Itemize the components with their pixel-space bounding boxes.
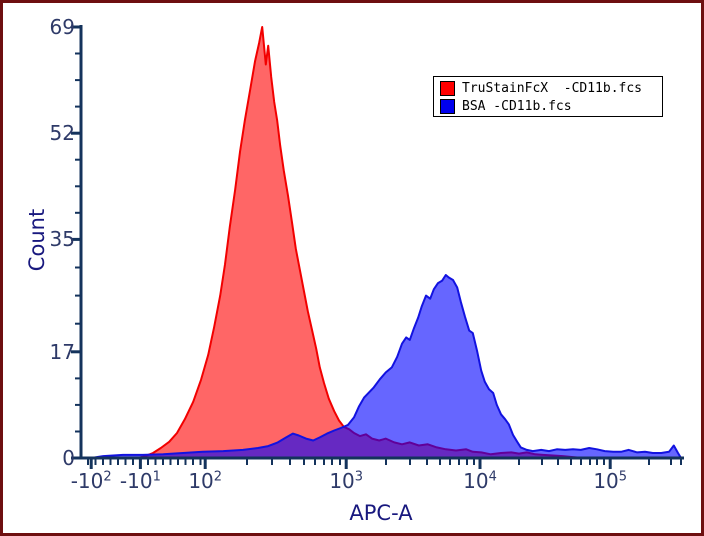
y-tick-label-35: 35 bbox=[49, 227, 75, 252]
legend-item-bsa[interactable]: BSA -CD11b.fcs bbox=[440, 98, 662, 115]
series-1-curve bbox=[90, 274, 682, 459]
y-tick-label-52: 52 bbox=[49, 121, 75, 146]
y-tick-label-17: 17 bbox=[49, 339, 75, 364]
legend[interactable]: TruStainFcX -CD11b.fcs BSA -CD11b.fcs bbox=[433, 76, 663, 117]
legend-label-trustainfcx: TruStainFcX -CD11b.fcs bbox=[462, 81, 643, 96]
x-tick-label--10e1: -101 bbox=[119, 469, 161, 493]
plot-area bbox=[71, 25, 684, 469]
y-tick-label-0: 0 bbox=[62, 446, 75, 470]
legend-swatch-red bbox=[440, 81, 455, 96]
x-axis-title: APC-A bbox=[349, 501, 413, 525]
x-tick-label-10e5: 105 bbox=[593, 469, 628, 493]
legend-item-trustainfcx[interactable]: TruStainFcX -CD11b.fcs bbox=[440, 80, 662, 97]
x-tick-label-10e2: 102 bbox=[188, 469, 223, 493]
x-tick-label-10e4: 104 bbox=[463, 469, 497, 493]
x-tick-label-10e3: 103 bbox=[329, 469, 364, 493]
y-tick-label-69: 69 bbox=[49, 15, 75, 39]
x-tick-label--10e2: -102 bbox=[70, 469, 112, 493]
legend-swatch-blue bbox=[440, 99, 455, 114]
legend-label-bsa: BSA -CD11b.fcs bbox=[462, 99, 572, 114]
y-axis-title: Count bbox=[25, 208, 49, 272]
